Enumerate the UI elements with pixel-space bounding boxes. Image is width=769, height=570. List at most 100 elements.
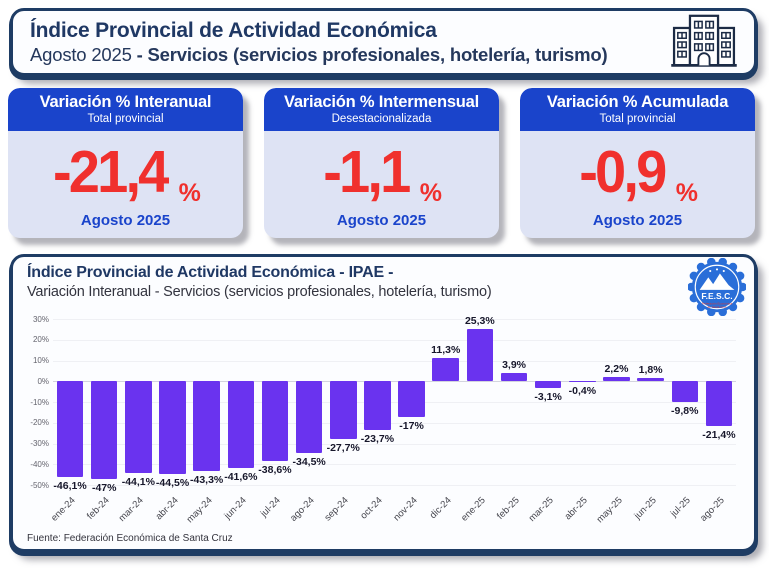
kpi-title: Variación % Interanual: [39, 93, 212, 111]
kpi-card-interanual: Variación % Interanual Total provincial …: [8, 88, 243, 238]
zero-gridline: [53, 381, 736, 383]
kpi-unit: %: [675, 179, 698, 207]
y-tick-label: -30%: [30, 439, 49, 448]
bar-value-label: -44,1%: [121, 475, 155, 488]
fesc-logo-subtext-1: Federación Económica: [702, 301, 733, 305]
fesc-logo: F.E.S.C. Federación Económica de Santa C…: [688, 258, 746, 316]
bar-value-label: 3,9%: [502, 359, 527, 372]
gridline: [53, 443, 736, 445]
bar: [364, 381, 391, 431]
y-tick-label: -40%: [30, 459, 49, 469]
bar-value-label: -34,5%: [292, 455, 326, 468]
kpi-value-row: -0,9 %: [520, 131, 755, 212]
gridline: [53, 360, 736, 362]
bar: [466, 328, 494, 382]
y-tick-label: 0%: [37, 376, 49, 386]
bar: [261, 381, 289, 462]
bar-value-label: -41,6%: [224, 470, 258, 483]
bar: [159, 381, 186, 474]
bar-value-label: -23,7%: [360, 433, 395, 446]
kpi-value-row: -21,4 %: [8, 131, 243, 212]
bar: [432, 357, 459, 382]
bar: [90, 381, 118, 479]
chart-title: Índice Provincial de Actividad Económica…: [27, 264, 394, 281]
bar-value-label: -38,6%: [258, 464, 292, 477]
bar-value-label: -3,1%: [534, 390, 562, 403]
bar-value-label: -21,4%: [702, 428, 736, 441]
gridline: [53, 485, 736, 486]
header-panel: Índice Provincial de Actividad Económica…: [10, 8, 757, 76]
kpi-value: -21,4: [53, 138, 169, 205]
bar: [705, 381, 733, 426]
bar-value-label: -27,7%: [326, 441, 360, 454]
kpi-period: Agosto 2025: [336, 212, 427, 229]
bar: [603, 376, 630, 382]
kpi-unit: %: [419, 179, 442, 207]
kpi-card-intermensual: Variación % Intermensual Desestacionaliz…: [264, 88, 499, 238]
bar: [500, 373, 528, 382]
kpi-title: Variación % Acumulada: [546, 93, 729, 111]
gridline: [53, 339, 736, 341]
page-title: Índice Provincial de Actividad Económica: [30, 18, 437, 42]
bar-plot: 30% 20% 10% 0% -10% -20% -30% -40% -50% -46,1% ene…: [21, 315, 742, 531]
gridline: [53, 402, 736, 403]
page-subtitle: Agosto 2025 - Servicios (servicios profe…: [30, 44, 660, 66]
kpi-value: -0,9: [579, 138, 667, 205]
chart-source: Fuente: Federación Económica de Santa Cr…: [27, 533, 233, 544]
bar-value-label: -46,1%: [53, 479, 87, 492]
kpi-period: Agosto 2025: [80, 212, 171, 229]
kpi-header: Variación % Intermensual Desestacionaliz…: [264, 88, 499, 131]
bar: [295, 381, 323, 453]
y-tick-label: 30%: [32, 314, 49, 324]
y-tick-label: -50%: [30, 480, 49, 490]
bar: [125, 381, 152, 473]
bar: [56, 381, 84, 477]
bar: [398, 381, 425, 417]
fesc-logo-text: F.E.S.C.: [701, 291, 732, 301]
bar: [534, 381, 562, 388]
bar-value-label: -0,4%: [568, 385, 597, 398]
chart-subtitle: Variación Interanual - Servicios (servic…: [27, 284, 492, 300]
buildings-icon: [671, 14, 737, 67]
bar-value-label: 1,8%: [638, 363, 663, 376]
y-tick-label: 10%: [32, 356, 49, 365]
y-tick-label: -10%: [30, 397, 49, 407]
subtitle-period: Agosto 2025: [30, 44, 137, 65]
bar-value-label: 2,2%: [604, 362, 629, 375]
kpi-value-row: -1,1 %: [264, 131, 499, 212]
kpi-subtitle: Desestacionalizada: [331, 113, 432, 125]
bar: [671, 381, 699, 402]
bar-value-label: -43,3%: [190, 474, 224, 487]
bar: [227, 381, 255, 468]
header-text: Índice Provincial de Actividad Económica…: [30, 18, 660, 66]
bar-value-label: 11,3%: [431, 343, 461, 356]
bar: [637, 377, 664, 382]
kpi-period: Agosto 2025: [592, 212, 683, 229]
y-tick-label: 20%: [32, 335, 49, 345]
fesc-logo-subtext-2: de Santa Cruz: [707, 305, 727, 309]
kpi-subtitle: Total provincial: [599, 113, 676, 125]
chart-header: Índice Provincial de Actividad Económica…: [13, 257, 754, 316]
kpi-title: Variación % Intermensual: [283, 93, 480, 111]
bar: [193, 381, 220, 472]
gridline: [53, 319, 736, 320]
kpi-card-acumulada: Variación % Acumulada Total provincial -…: [520, 88, 755, 238]
bar: [569, 381, 596, 383]
chart-panel: Índice Provincial de Actividad Económica…: [10, 254, 757, 552]
bar-value-label: -47%: [91, 481, 117, 494]
gridline: [53, 464, 736, 466]
subtitle-sector: - Servicios (servicios profesionales, ho…: [136, 44, 608, 65]
kpi-value: -1,1: [323, 138, 411, 205]
kpi-row: Variación % Interanual Total provincial …: [8, 88, 755, 238]
y-tick-label: -20%: [30, 418, 49, 428]
kpi-header: Variación % Acumulada Total provincial: [520, 88, 755, 131]
kpi-unit: %: [178, 179, 201, 207]
gridline: [53, 422, 736, 424]
bar-value-label: -9,8%: [671, 404, 699, 417]
kpi-header: Variación % Interanual Total provincial: [8, 88, 243, 131]
bar-value-label: 25,3%: [464, 314, 495, 327]
bar: [330, 381, 357, 439]
kpi-subtitle: Total provincial: [87, 113, 164, 125]
bar-value-label: -17%: [399, 419, 424, 432]
bar-value-label: -44,5%: [155, 476, 190, 489]
